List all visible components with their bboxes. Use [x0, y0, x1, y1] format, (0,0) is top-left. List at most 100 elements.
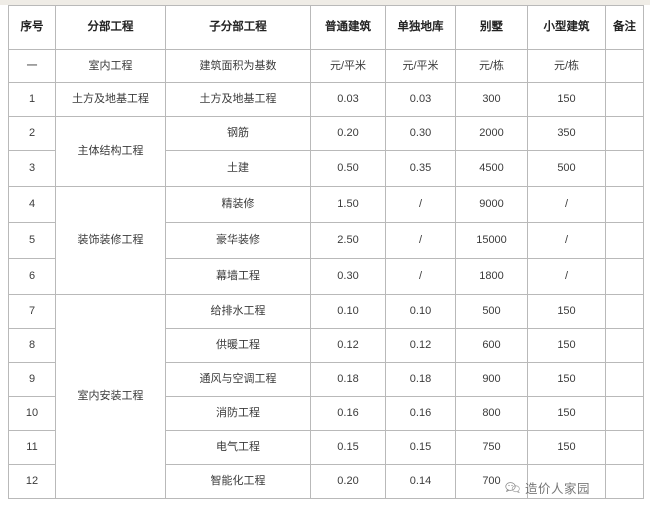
- cell-villa: 15000: [455, 222, 528, 259]
- column-header-remark: 备注: [605, 5, 644, 50]
- cell-small-building: /: [527, 222, 606, 259]
- cell-small-building: 150: [527, 362, 606, 397]
- cell-seq: 6: [8, 258, 56, 295]
- cell-small-building: 150: [527, 328, 606, 363]
- cell-standalone-garage: 0.30: [385, 116, 456, 151]
- table-row: 9 通风与空调工程 0.18 0.18 900 150: [8, 362, 644, 397]
- cell-remark: [605, 258, 644, 295]
- column-header-subdivision: 子分部工程: [165, 5, 311, 50]
- cell-small-building: 150: [527, 396, 606, 431]
- cell-small-building: /: [527, 258, 606, 295]
- cell-villa: 750: [455, 430, 528, 465]
- cell-villa: 700: [455, 464, 528, 499]
- cell-seq: 2: [8, 116, 56, 151]
- cell-seq: 8: [8, 328, 56, 363]
- header-row: 序号 分部工程 子分部工程 普通建筑 单独地库 别墅 小型建筑 备注: [8, 5, 644, 50]
- cell-villa: 4500: [455, 150, 528, 187]
- cell-villa: 300: [455, 82, 528, 117]
- table-row: 2 主体结构工程 钢筋 0.20 0.30 2000 350: [8, 116, 644, 187]
- cell-normal-building: 0.12: [310, 328, 386, 363]
- cell-small-building: 150: [527, 82, 606, 117]
- cell-subdivision: 幕墙工程: [165, 258, 311, 295]
- cell-villa: 500: [455, 294, 528, 329]
- cell-division: 室内工程: [55, 49, 166, 83]
- cell-subdivision: 通风与空调工程: [165, 362, 311, 397]
- cell-seq: 4: [8, 186, 56, 223]
- cell-villa: 600: [455, 328, 528, 363]
- cell-standalone-garage: 0.12: [385, 328, 456, 363]
- cell-remark: [605, 116, 644, 151]
- cell-seq: 一: [8, 49, 56, 83]
- cell-division: 土方及地基工程: [55, 82, 166, 117]
- cell-subdivision: 供暖工程: [165, 328, 311, 363]
- top-strip: [0, 0, 650, 5]
- cell-small-building: [527, 464, 606, 499]
- cell-subdivision: 豪华装修: [165, 222, 311, 259]
- cell-remark: [605, 328, 644, 363]
- cell-remark: [605, 294, 644, 329]
- column-header-seq: 序号: [8, 5, 56, 50]
- table-row-unit: 一 室内工程 建筑面积为基数 元/平米 元/平米 元/栋 元/栋: [8, 49, 644, 83]
- cell-seq: 10: [8, 396, 56, 431]
- cell-standalone-garage: 元/平米: [385, 49, 456, 83]
- cell-normal-building: 0.15: [310, 430, 386, 465]
- cell-normal-building: 0.20: [310, 116, 386, 151]
- column-header-villa: 别墅: [455, 5, 528, 50]
- cell-standalone-garage: /: [385, 186, 456, 223]
- cell-seq: 9: [8, 362, 56, 397]
- cell-subdivision: 建筑面积为基数: [165, 49, 311, 83]
- cell-seq: 12: [8, 464, 56, 499]
- cell-standalone-garage: /: [385, 222, 456, 259]
- cell-subdivision: 智能化工程: [165, 464, 311, 499]
- table-row: 1 土方及地基工程 土方及地基工程 0.03 0.03 300 150: [8, 82, 644, 117]
- cost-index-table: 序号 分部工程 子分部工程 普通建筑 单独地库 别墅 小型建筑 备注 一 室内工…: [8, 5, 644, 499]
- cell-subdivision: 电气工程: [165, 430, 311, 465]
- table-row: 3 土建 0.50 0.35 4500 500: [8, 150, 644, 187]
- cell-villa: 元/栋: [455, 49, 528, 83]
- table-row: 5 豪华装修 2.50 / 15000 /: [8, 222, 644, 259]
- cell-seq: 3: [8, 150, 56, 187]
- cell-normal-building: 2.50: [310, 222, 386, 259]
- cell-remark: [605, 430, 644, 465]
- cell-normal-building: 0.03: [310, 82, 386, 117]
- cell-subdivision: 精装修: [165, 186, 311, 223]
- cell-standalone-garage: 0.35: [385, 150, 456, 187]
- cell-small-building: 150: [527, 430, 606, 465]
- cell-villa: 900: [455, 362, 528, 397]
- cell-subdivision: 土方及地基工程: [165, 82, 311, 117]
- cell-seq: 5: [8, 222, 56, 259]
- cell-division: 装饰装修工程: [55, 186, 166, 295]
- cell-division: 主体结构工程: [55, 116, 166, 187]
- column-header-normal-building: 普通建筑: [310, 5, 386, 50]
- column-header-division: 分部工程: [55, 5, 166, 50]
- cell-remark: [605, 362, 644, 397]
- table-row: 8 供暖工程 0.12 0.12 600 150: [8, 328, 644, 363]
- table-row: 11 电气工程 0.15 0.15 750 150: [8, 430, 644, 465]
- cell-seq: 1: [8, 82, 56, 117]
- cell-villa: 1800: [455, 258, 528, 295]
- cell-villa: 2000: [455, 116, 528, 151]
- cell-seq: 11: [8, 430, 56, 465]
- cell-normal-building: 元/平米: [310, 49, 386, 83]
- cell-remark: [605, 186, 644, 223]
- cell-subdivision: 给排水工程: [165, 294, 311, 329]
- cell-small-building: 150: [527, 294, 606, 329]
- table-container: 序号 分部工程 子分部工程 普通建筑 单独地库 别墅 小型建筑 备注 一 室内工…: [8, 5, 644, 499]
- cell-remark: [605, 49, 644, 83]
- cell-seq: 7: [8, 294, 56, 329]
- cell-standalone-garage: 0.16: [385, 396, 456, 431]
- cell-normal-building: 0.18: [310, 362, 386, 397]
- cell-normal-building: 1.50: [310, 186, 386, 223]
- table-row: 7 室内安装工程 给排水工程 0.10 0.10 500 150: [8, 294, 644, 499]
- cell-normal-building: 0.10: [310, 294, 386, 329]
- cell-normal-building: 0.16: [310, 396, 386, 431]
- cell-villa: 800: [455, 396, 528, 431]
- table-header: 序号 分部工程 子分部工程 普通建筑 单独地库 别墅 小型建筑 备注: [8, 5, 644, 50]
- table-row: 4 装饰装修工程 精装修 1.50 / 9000 /: [8, 186, 644, 295]
- table-row: 12 智能化工程 0.20 0.14 700: [8, 464, 644, 499]
- cell-subdivision: 土建: [165, 150, 311, 187]
- cell-subdivision: 消防工程: [165, 396, 311, 431]
- cell-normal-building: 0.50: [310, 150, 386, 187]
- cell-remark: [605, 150, 644, 187]
